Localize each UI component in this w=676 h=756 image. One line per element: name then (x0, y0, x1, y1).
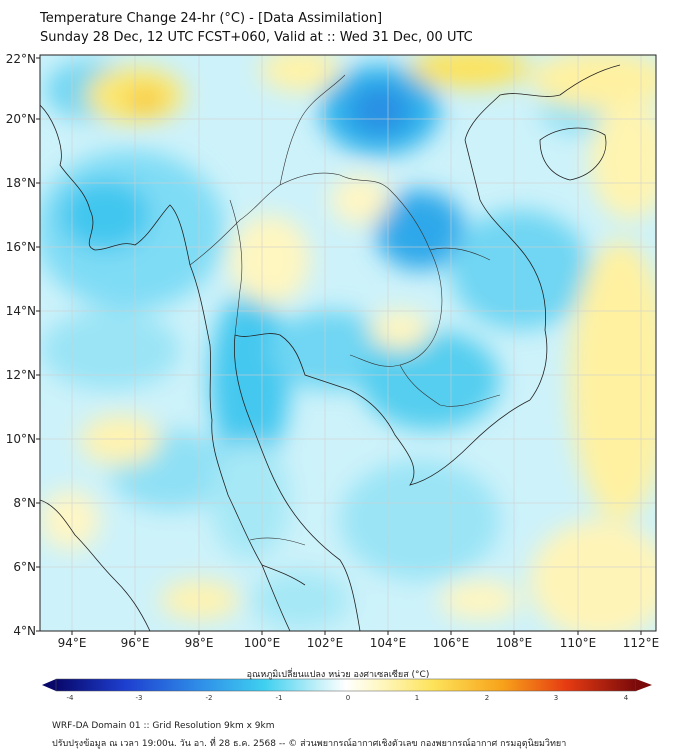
coastlines (40, 64, 621, 631)
lon-label: 104°E (370, 636, 407, 650)
lon-label: 106°E (433, 636, 470, 650)
map-subtitle: Sunday 28 Dec, 12 UTC FCST+060, Valid at… (40, 30, 473, 45)
colorbar-tick: 4 (624, 694, 629, 702)
colorbar-high-arrow (636, 679, 652, 691)
lat-label: 14°N (6, 304, 36, 318)
lon-label: 96°E (121, 636, 150, 650)
colorbar (42, 678, 652, 692)
country-borders (189, 74, 501, 546)
lon-label: 102°E (307, 636, 344, 650)
lon-label: 110°E (560, 636, 597, 650)
lon-label: 94°E (58, 636, 87, 650)
lat-label: 20°N (6, 112, 36, 126)
colorbar-tick: -1 (276, 694, 283, 702)
lat-label: 12°N (6, 368, 36, 382)
colorbar-low-arrow (42, 679, 56, 691)
colorbar-tick: 0 (346, 694, 350, 702)
lat-label: 6°N (13, 560, 36, 574)
lon-label: 100°E (244, 636, 281, 650)
footer-credit: ปรับปรุงข้อมูล ณ เวลา 19:00น. วัน อา. ที… (52, 739, 567, 749)
colorbar-tick: 3 (554, 694, 558, 702)
lon-label: 98°E (185, 636, 214, 650)
lon-label: 108°E (496, 636, 533, 650)
lat-label: 8°N (13, 496, 36, 510)
axis-ticks (36, 57, 642, 635)
footer-model-info: WRF-DA Domain 01 :: Grid Resolution 9km … (52, 721, 275, 731)
lat-label: 10°N (6, 432, 36, 446)
longitude-labels: 94°E 96°E 98°E 100°E 102°E 104°E 106°E 1… (58, 636, 660, 650)
colorbar-tick-labels: -4 -3 -2 -1 0 1 2 3 4 (67, 694, 629, 702)
lat-label: 4°N (13, 624, 36, 638)
colorbar-tick: -3 (136, 694, 143, 702)
lat-label: 22°N (6, 52, 36, 66)
colorbar-tick: 2 (485, 694, 489, 702)
map-title: Temperature Change 24-hr (°C) - [Data As… (40, 11, 383, 26)
latitude-labels: 4°N 6°N 8°N 10°N 12°N 14°N 16°N 18°N 20°… (6, 52, 36, 638)
lat-label: 18°N (6, 176, 36, 190)
map-frame (39, 54, 657, 632)
colorbar-label: อุณหภูมิเปลี่ยนแปลง หน่วย องศาเซลเซียส (… (246, 670, 430, 680)
colorbar-tick: -4 (67, 694, 75, 702)
graticule (40, 55, 656, 631)
colorbar-tick: 1 (415, 694, 419, 702)
temperature-field (40, 55, 656, 631)
lon-label: 112°E (623, 636, 660, 650)
lat-label: 16°N (6, 240, 36, 254)
colorbar-tick: -2 (206, 694, 213, 702)
